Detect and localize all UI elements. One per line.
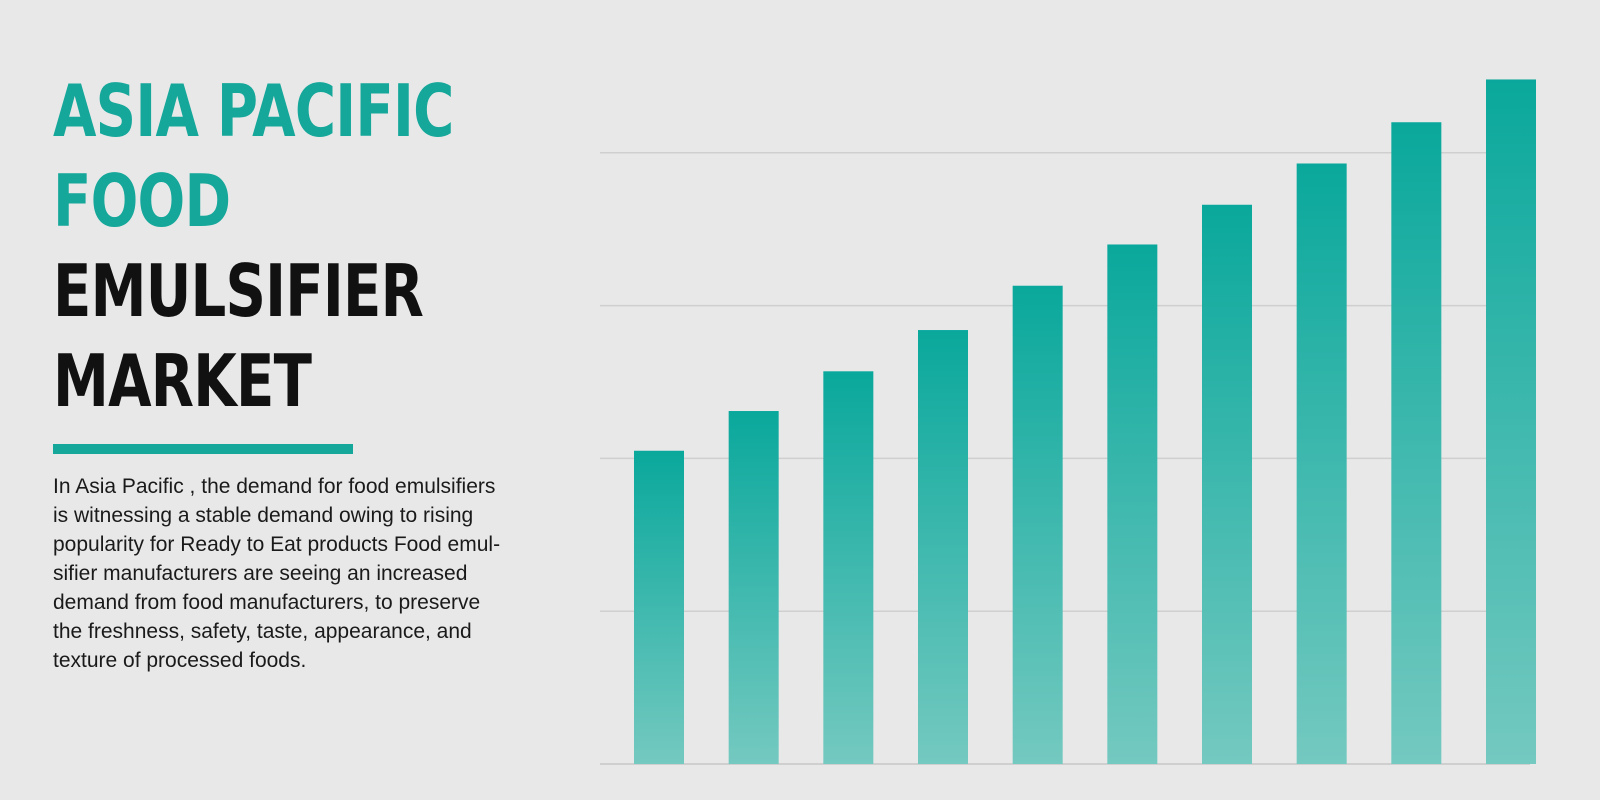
bar-3 [823,371,874,764]
bar-7 [1202,204,1252,764]
bar-1 [634,450,684,764]
title-line-emulsifier: EMULSIFIER [53,249,424,333]
bar-8 [1296,163,1347,765]
bar-10 [1486,79,1536,765]
title-line-market: MARKET [53,339,312,423]
title-line-asia-pacific: ASIA PACIFIC [53,69,454,153]
title-line-food: FOOD [53,159,231,243]
bars [634,79,1536,765]
bar-5 [1012,285,1063,764]
bar-4 [918,330,968,764]
title-underline [53,444,353,454]
bar-6 [1107,244,1158,765]
market-description: In Asia Pacific , the demand for food em… [53,475,501,672]
bar-9 [1391,122,1442,765]
bar-2 [728,411,779,764]
chart-title: ASIA PACIFIC FOOD EMULSIFIER MARKET [53,66,454,426]
